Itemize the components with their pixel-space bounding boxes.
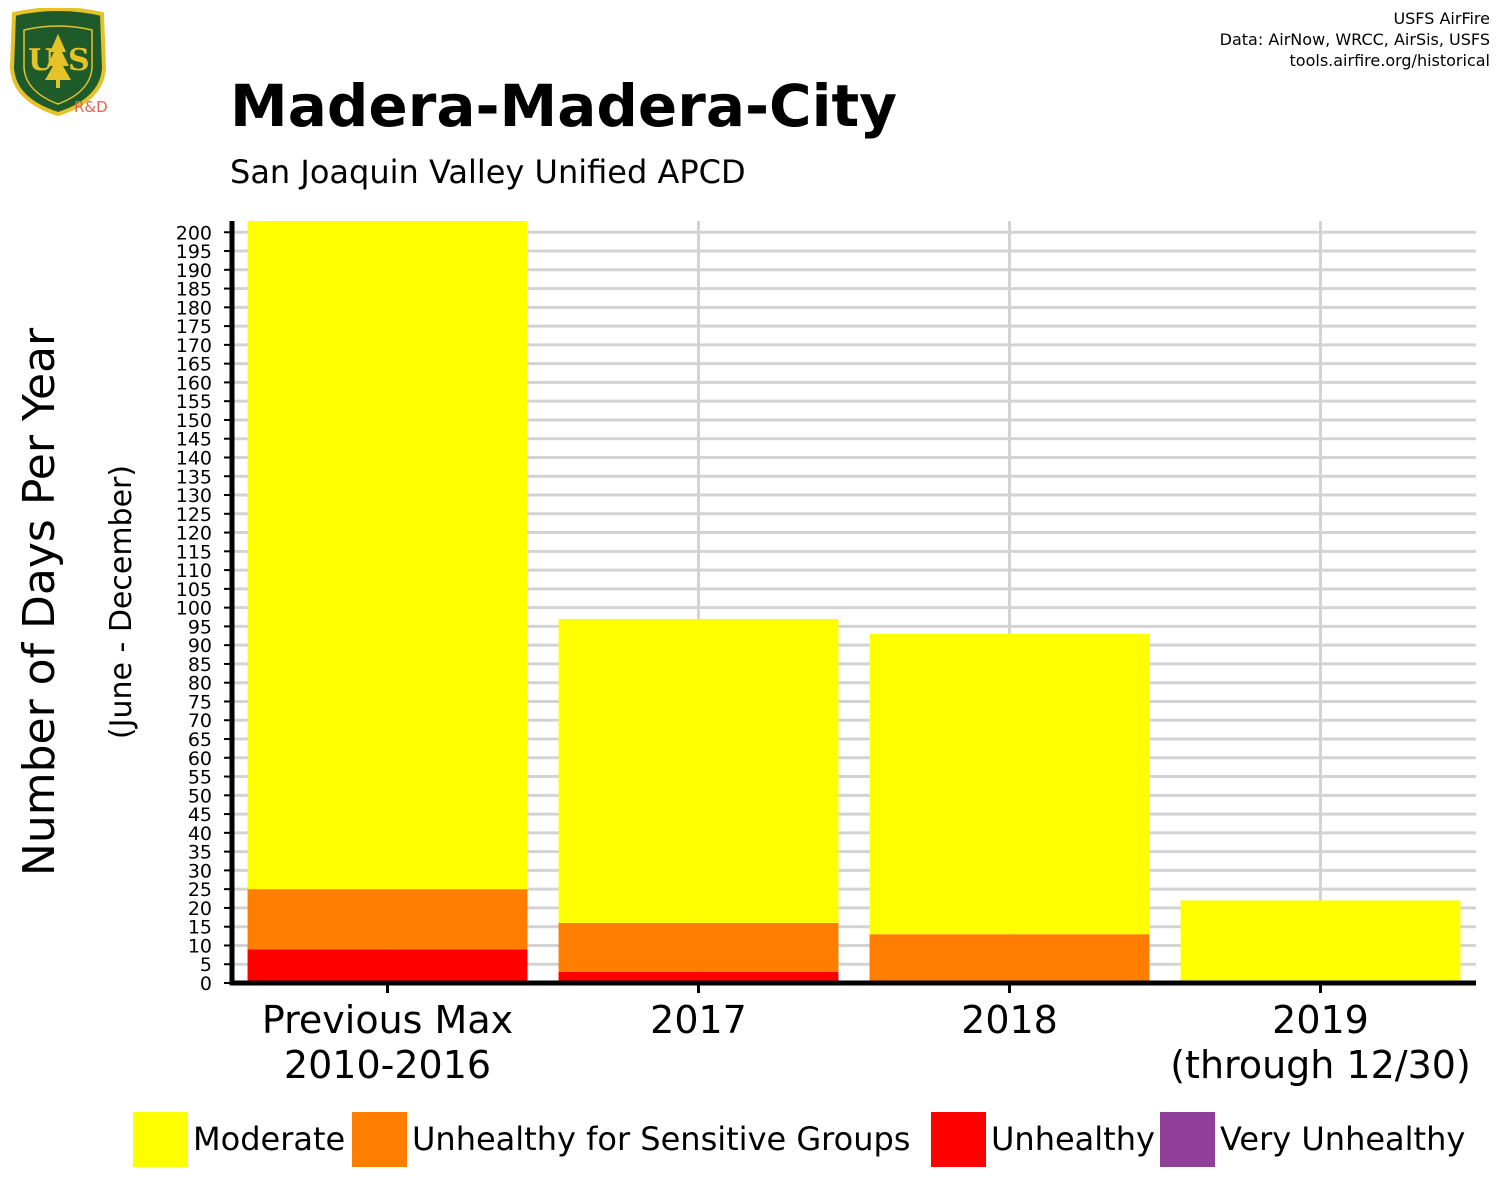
y-tick-label: 160 <box>176 372 212 394</box>
y-tick-label: 95 <box>188 616 212 638</box>
legend-item-very-unhealthy: Very Unhealthy <box>1160 1110 1465 1168</box>
bar-segment <box>558 618 839 923</box>
y-tick-label: 65 <box>188 729 212 751</box>
logo-rd-label: R&D <box>74 98 108 116</box>
bar-segment <box>247 889 528 950</box>
y-tick-label: 155 <box>176 391 212 413</box>
y-tick-label: 190 <box>176 260 212 282</box>
credits: USFS AirFire Data: AirNow, WRCC, AirSis,… <box>1220 8 1490 71</box>
y-tick-label: 125 <box>176 504 212 526</box>
credit-line: tools.airfire.org/historical <box>1289 51 1490 70</box>
y-tick-label: 55 <box>188 767 212 789</box>
bar-segment <box>247 949 528 983</box>
y-tick-label: 115 <box>176 541 212 563</box>
x-tick-label: (through 12/30) <box>1170 1043 1471 1087</box>
credit-line: USFS AirFire <box>1393 9 1490 28</box>
x-tick-label: 2018 <box>961 998 1058 1042</box>
chart-title: Madera-Madera-City <box>230 72 898 140</box>
y-tick-label: 20 <box>188 898 212 920</box>
legend-label: Unhealthy <box>991 1120 1155 1158</box>
legend-swatch <box>352 1111 407 1167</box>
bar-segment <box>247 221 528 890</box>
x-tick-label: 2017 <box>650 998 747 1042</box>
y-tick-label: 30 <box>188 860 212 882</box>
y-tick-label: 150 <box>176 410 212 432</box>
legend-swatch <box>133 1111 188 1167</box>
y-tick-label: 80 <box>188 673 212 695</box>
y-tick-label: 5 <box>200 954 212 976</box>
legend-swatch <box>1160 1111 1215 1167</box>
y-tick-label: 40 <box>188 823 212 845</box>
y-tick-label: 130 <box>176 485 212 507</box>
legend-item-unhealthy: Unhealthy <box>931 1110 1155 1168</box>
y-tick-label: 180 <box>176 297 212 319</box>
y-tick-label: 45 <box>188 804 212 826</box>
y-tick-label: 70 <box>188 710 212 732</box>
y-tick-label: 145 <box>176 429 212 451</box>
x-tick-label: Previous Max <box>262 998 513 1042</box>
y-tick-label: 200 <box>176 222 212 244</box>
y-tick-label: 10 <box>188 935 212 957</box>
y-tick-label: 140 <box>176 447 212 469</box>
y-tick-label: 60 <box>188 748 212 770</box>
y-tick-label: 75 <box>188 691 212 713</box>
y-tick-label: 195 <box>176 241 212 263</box>
y-tick-label: 50 <box>188 785 212 807</box>
y-tick-label: 175 <box>176 316 212 338</box>
y-tick-label: 185 <box>176 279 212 301</box>
legend-label: Unhealthy for Sensitive Groups <box>412 1120 911 1158</box>
bar-segment <box>558 971 839 983</box>
legend-swatch <box>931 1111 986 1167</box>
legend-label: Very Unhealthy <box>1220 1120 1466 1158</box>
y-axis-title: Number of Days Per Year <box>14 327 65 876</box>
bar-segment <box>1180 900 1461 983</box>
y-tick-label: 120 <box>176 523 212 545</box>
bar-segment <box>869 633 1150 935</box>
y-tick-label: 15 <box>188 917 212 939</box>
y-tick-label: 85 <box>188 654 212 676</box>
x-tick-label: 2019 <box>1272 998 1369 1042</box>
forest-service-logo: U S <box>9 8 107 117</box>
y-tick-label: 135 <box>176 466 212 488</box>
y-tick-label: 165 <box>176 354 212 376</box>
y-tick-label: 0 <box>200 973 212 995</box>
bar-chart: 0510152025303540455055606570758085909510… <box>14 221 1476 1087</box>
bar-segment <box>869 934 1150 983</box>
credit-line: Data: AirNow, WRCC, AirSis, USFS <box>1219 30 1490 49</box>
bar-segment <box>558 922 839 972</box>
x-tick-label: 2010-2016 <box>284 1043 491 1087</box>
y-tick-label: 25 <box>188 879 212 901</box>
legend-label: Moderate <box>193 1120 346 1158</box>
legend: Moderate Unhealthy for Sensitive Groups … <box>0 1110 1500 1170</box>
y-tick-label: 110 <box>176 560 212 582</box>
y-tick-label: 35 <box>188 842 212 864</box>
legend-item-moderate: Moderate <box>133 1110 345 1168</box>
y-axis-subtitle: (June - December) <box>104 465 139 739</box>
chart-subtitle: San Joaquin Valley Unified APCD <box>230 153 746 191</box>
y-tick-label: 105 <box>176 579 212 601</box>
legend-item-usg: Unhealthy for Sensitive Groups <box>352 1110 910 1168</box>
y-tick-label: 170 <box>176 335 212 357</box>
y-tick-label: 100 <box>176 598 212 620</box>
y-tick-label: 90 <box>188 635 212 657</box>
svg-text:S: S <box>68 43 90 78</box>
